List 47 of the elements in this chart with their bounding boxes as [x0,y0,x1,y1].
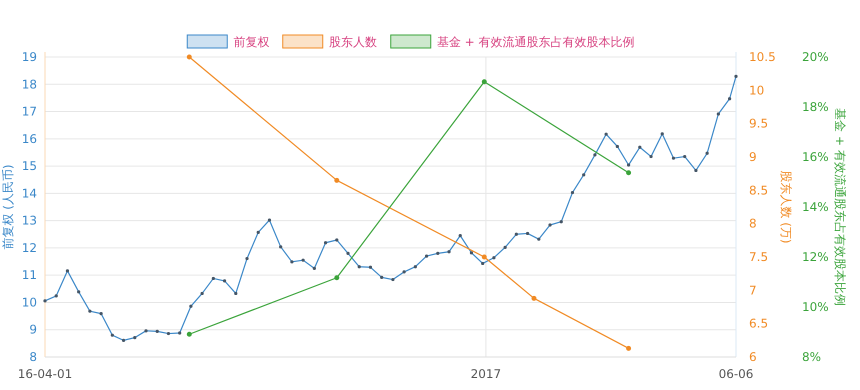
y-tick-label: 15 [22,159,37,174]
y3-tick-label: 12% [802,250,829,264]
y3-tick-label: 18% [802,100,829,114]
point [186,54,192,60]
x-tick-label: 2017 [470,367,502,381]
y2-tick-label: 8.5 [749,183,768,198]
y-tick-label: 9 [29,322,37,337]
x-tick-label: 16-04-01 [18,367,72,381]
point [482,254,487,260]
y2-axis-title: 股东人数 (万) [779,170,793,244]
y2-tick-label: 9.5 [749,116,768,131]
y3-axis-title: 基金 + 有效流通股东占有效股本比例 [833,108,847,306]
y2-tick-label: 8 [749,216,757,231]
y-tick-label: 13 [22,214,37,228]
legend-label: 股东人数 [328,35,377,49]
y-axis-title: 前复权 (人民币) [1,164,15,250]
point [482,79,487,84]
y2-tick-label: 7 [749,283,757,298]
legend-label: 基金 + 有效流通股东占有效股本比例 [436,35,634,49]
y2-tick-label: 10.5 [749,50,776,64]
y3-tick-label: 20% [802,50,829,64]
y3-tick-label: 10% [802,300,829,314]
y-tick-label: 11 [22,268,37,282]
y-tick-label: 16 [22,132,37,146]
point [334,178,340,183]
y3-tick-label: 8% [802,350,822,364]
x-tick-label: 06-06 [718,367,754,381]
y-tick-label: 18 [22,77,37,92]
y-tick-label: 8 [29,350,37,364]
y2-tick-label: 10 [749,83,764,98]
y2-tick-label: 7.5 [749,250,768,264]
y-tick-label: 19 [22,50,37,64]
point [186,332,192,337]
y3-tick-label: 16% [802,150,829,164]
point [626,170,632,176]
y2-tick-label: 6.5 [749,316,768,331]
point [531,296,536,301]
y-tick-label: 12 [22,240,37,255]
y2-tick-label: 6 [749,350,757,364]
y3-tick-label: 14% [802,200,829,214]
point [334,275,340,280]
y-tick-label: 14 [22,186,37,200]
point [626,346,632,351]
y-tick-label: 17 [22,104,37,119]
y2-tick-label: 9 [749,150,757,164]
y-tick-label: 10 [22,295,37,310]
legend-label: 前复权 [233,35,270,49]
